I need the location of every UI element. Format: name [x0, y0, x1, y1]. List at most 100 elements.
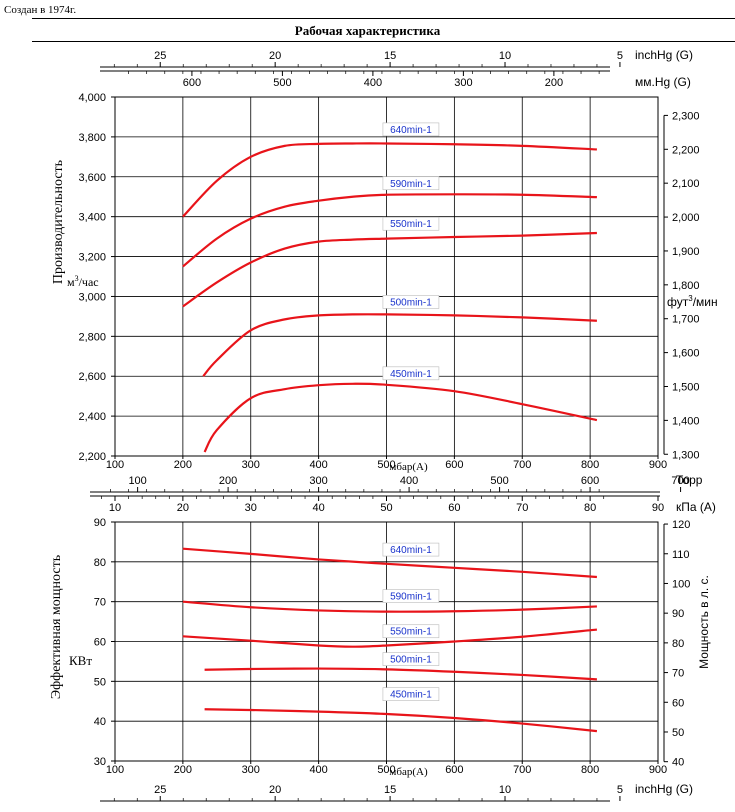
bottom-curve-500min-1	[204, 667, 597, 681]
torr-tick-label: 200	[219, 475, 237, 487]
bottom-x-tick-label: 900	[649, 764, 667, 776]
bottom-y-tick-label: 80	[94, 557, 106, 569]
bottom-right-tick-label: 40	[672, 757, 684, 769]
torr-unit: Торр	[676, 473, 703, 487]
flow-unit-label: м3/час	[67, 274, 99, 289]
bottom-x-tick-label: 100	[106, 764, 124, 776]
inchhg-top-tick-label: 10	[499, 50, 511, 62]
power-unit-label: КВт	[69, 653, 92, 668]
top-series-label-box	[382, 122, 440, 137]
bottom-curve-590min-1	[182, 600, 597, 613]
mmhg-top-tick-label: 400	[364, 77, 382, 89]
bottom-x-tick-label: 700	[513, 764, 531, 776]
power-axis-title: Эффективная мощность	[49, 555, 64, 699]
mmhg-top-unit: мм.Hg (G)	[635, 75, 691, 89]
bottom-curve-550min-1	[182, 628, 598, 648]
mmhg-top-tick-label: 200	[545, 77, 563, 89]
top-x-tick-label: 600	[445, 459, 463, 471]
top-y-tick-label: 3,600	[78, 172, 106, 184]
top-x-tick-label: 500	[377, 459, 395, 471]
top-series-label-box	[382, 366, 440, 381]
bottom-series-label: 500min-1	[390, 655, 432, 666]
bottom-x-tick-label: 500	[377, 764, 395, 776]
bottom-series-label: 550min-1	[390, 627, 432, 638]
bottom-x-tick-label: 600	[445, 764, 463, 776]
bottom-x-tick-label: 300	[242, 764, 260, 776]
torr-tick-label: 600	[581, 475, 599, 487]
top-right-tick-label: 1,800	[672, 280, 700, 292]
inchhg-top-tick-label: 20	[269, 50, 281, 62]
top-y-tick-label: 3,800	[78, 132, 106, 144]
bottom-right-tick-label: 120	[672, 519, 690, 531]
kpa-tick-label: 70	[516, 502, 528, 514]
top-curve-590min-1	[182, 193, 597, 268]
top-y-tick-label: 3,400	[78, 212, 106, 224]
bottom-series-label: 450min-1	[390, 690, 432, 701]
top-right-tick-label: 2,200	[672, 144, 700, 156]
kpa-tick-label: 30	[245, 502, 257, 514]
top-right-tick-label: 2,000	[672, 212, 700, 224]
bottom-y-tick-label: 90	[94, 517, 106, 529]
bottom-series-label-box	[382, 542, 440, 557]
inchhg-top-unit: inchHg (G)	[635, 48, 693, 62]
flow-right-unit-label: фут3/мин	[667, 294, 718, 309]
bottom-series-label-box	[382, 652, 440, 666]
inchhg-bottom-unit: inchHg (G)	[635, 782, 693, 796]
top-curve-500min-1	[202, 313, 597, 377]
created-note: Создан в 1974г.	[4, 4, 77, 16]
top-right-tick-label: 1,500	[672, 381, 700, 393]
kpa-tick-label: 60	[448, 502, 460, 514]
bottom-series-label-box	[382, 687, 440, 701]
top-y-tick-label: 3,000	[78, 291, 106, 303]
title-rule-top	[32, 18, 735, 19]
inchhg-top-tick-label: 15	[384, 50, 396, 62]
top-x-tick-label: 100	[106, 459, 124, 471]
inchhg-bottom-tick-label: 5	[617, 784, 623, 796]
kpa-tick-label: 90	[652, 502, 664, 514]
top-y-tick-label: 2,600	[78, 371, 106, 383]
top-right-tick-label: 1,900	[672, 246, 700, 258]
bottom-series-label-box	[382, 589, 440, 603]
top-right-tick-label: 1,600	[672, 348, 700, 360]
bottom-x-tick-label: 200	[174, 764, 192, 776]
torr-tick-label: 500	[490, 475, 508, 487]
power-right-axis-title: Мощность в л. с.	[697, 575, 711, 669]
top-series-label: 640min-1	[390, 125, 432, 136]
top-x-tick-label: 800	[581, 459, 599, 471]
bottom-x-unit: мбар(A)	[389, 766, 428, 778]
top-curve-550min-1	[182, 231, 597, 308]
top-y-tick-label: 2,400	[78, 411, 106, 423]
top-series-label-box	[382, 216, 440, 231]
mmhg-top-tick-label: 500	[273, 77, 291, 89]
bottom-y-tick-label: 70	[94, 597, 106, 609]
top-series-label: 550min-1	[390, 219, 432, 230]
bottom-right-tick-label: 50	[672, 727, 684, 739]
kpa-unit: кПа (A)	[676, 500, 716, 514]
mmhg-top-tick-label: 300	[454, 77, 472, 89]
top-curve-640min-1	[182, 142, 597, 218]
top-x-tick-label: 300	[242, 459, 260, 471]
top-x-tick-label: 400	[309, 459, 327, 471]
bottom-y-tick-label: 50	[94, 676, 106, 688]
bottom-y-tick-label: 30	[94, 756, 106, 768]
bottom-y-tick-label: 60	[94, 637, 106, 649]
title-rule-bottom	[32, 41, 735, 42]
top-x-unit: мбар(A)	[389, 461, 428, 473]
top-x-tick-label: 700	[513, 459, 531, 471]
torr-tick-label: 400	[400, 475, 418, 487]
top-y-tick-label: 4,000	[78, 92, 106, 104]
top-right-tick-label: 1,700	[672, 314, 700, 326]
bottom-right-tick-label: 80	[672, 638, 684, 650]
top-right-tick-label: 2,100	[672, 178, 700, 190]
kpa-tick-label: 10	[109, 502, 121, 514]
kpa-tick-label: 50	[380, 502, 392, 514]
torr-tick-label: 300	[309, 475, 327, 487]
top-series-label-box	[382, 176, 440, 191]
top-series-label: 590min-1	[390, 179, 432, 190]
kpa-tick-label: 40	[313, 502, 325, 514]
kpa-tick-label: 20	[177, 502, 189, 514]
chart-title: Рабочая характеристика	[294, 23, 441, 38]
bottom-right-tick-label: 110	[672, 549, 690, 561]
